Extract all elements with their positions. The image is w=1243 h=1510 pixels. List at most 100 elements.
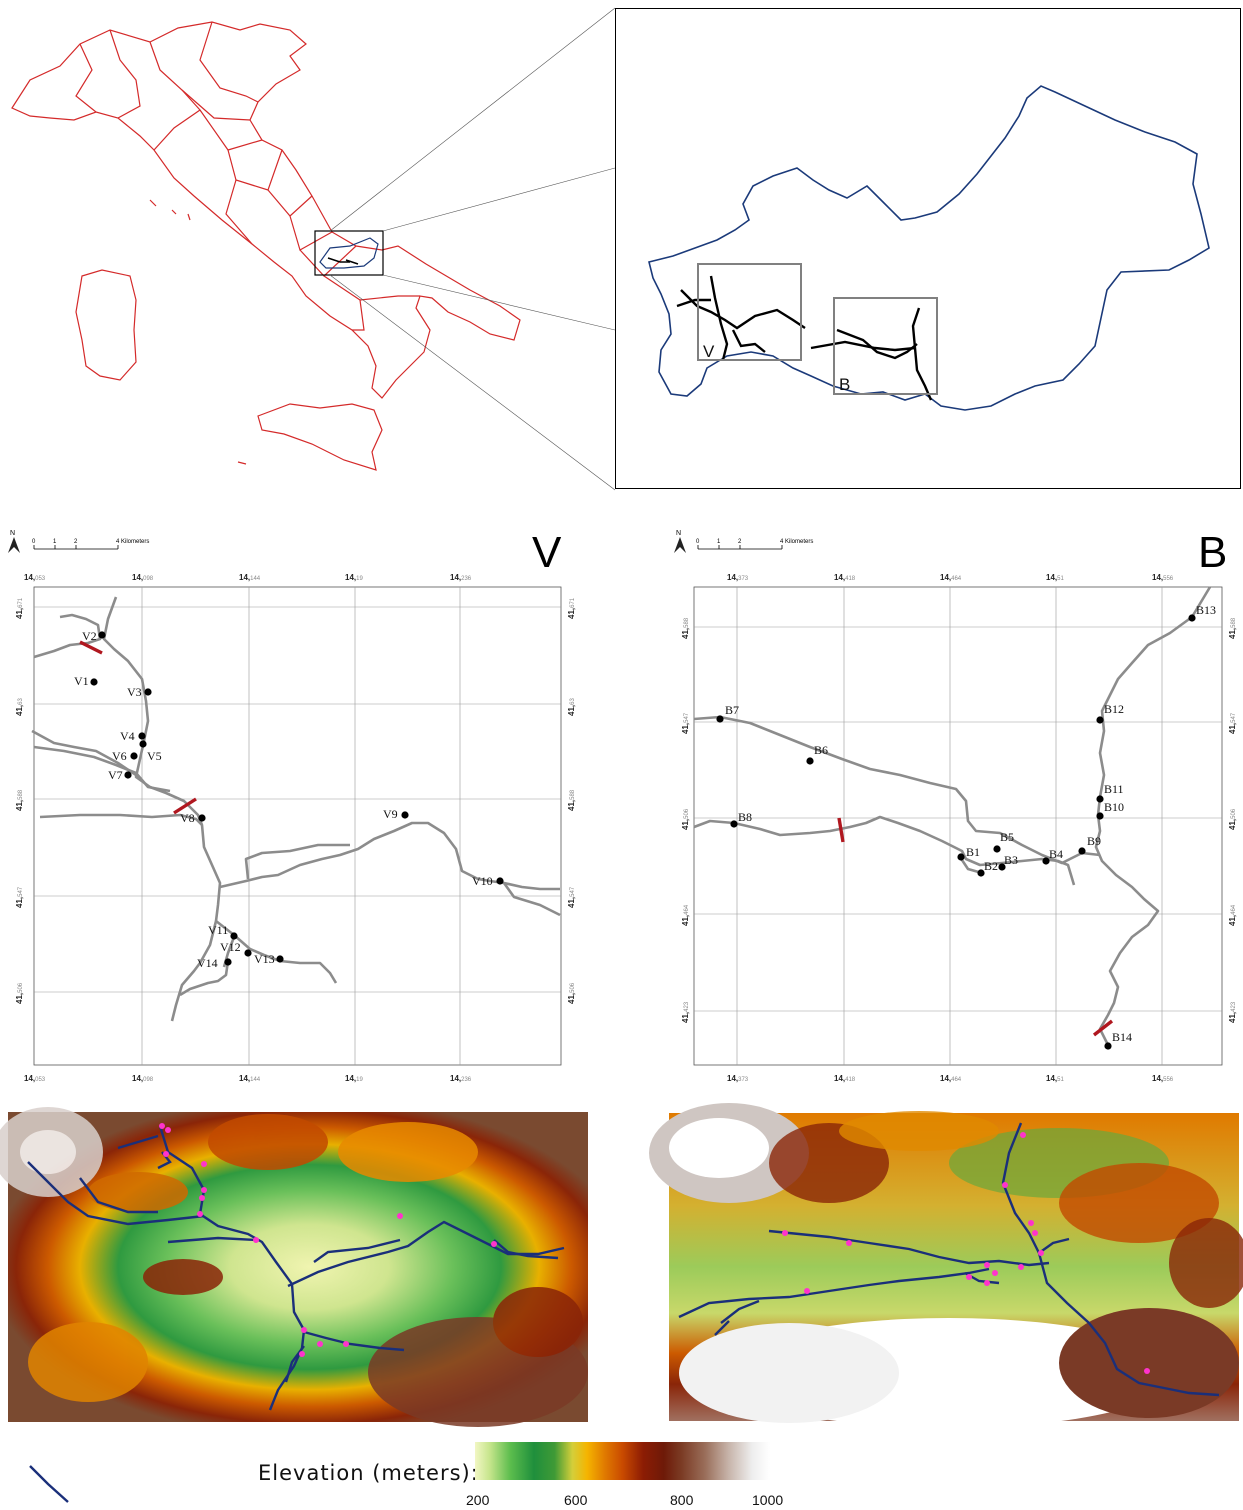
panel-b-svg: N 0 1 2 4 Kilometers 14,373 14,418 14,464 1… xyxy=(674,528,1237,1083)
italy-mainland xyxy=(11,21,521,399)
y-tick-label: 41,671 xyxy=(15,597,24,619)
sampling-point-label: B11 xyxy=(1104,782,1124,796)
sampling-point-label: B14 xyxy=(1112,1030,1132,1044)
svg-text:4 Kilometers: 4 Kilometers xyxy=(116,539,149,545)
sampling-point-label: B6 xyxy=(814,743,828,757)
sampling-point-label: V8 xyxy=(180,811,195,825)
sampling-point xyxy=(998,863,1006,871)
sampling-point xyxy=(1042,857,1050,865)
svg-text:2: 2 xyxy=(738,539,742,545)
svg-text:2: 2 xyxy=(74,539,78,545)
y-tick-label: 41,671 xyxy=(567,597,576,619)
italy-overview-map xyxy=(0,0,616,491)
sampling-point xyxy=(224,958,232,966)
x-tick-label: 14,418 xyxy=(834,573,856,582)
svg-text:1: 1 xyxy=(717,539,721,545)
study-region-small xyxy=(319,237,379,269)
x-tick-label: 14,144 xyxy=(239,1074,261,1083)
y-tick-label: 41,588 xyxy=(15,789,24,811)
svg-text:0: 0 xyxy=(32,539,36,545)
y-tick-label: 41,423 xyxy=(1228,1001,1237,1023)
panel-v-map: N 0 1 2 4 Kilometers 14,053 14,098 14,144 1… xyxy=(0,525,600,1085)
x-tick-label: 14,144 xyxy=(239,573,261,582)
legend-title: Elevation (meters): xyxy=(258,1461,479,1485)
elevation-colorbar xyxy=(475,1442,770,1480)
dem-map-v xyxy=(0,1107,588,1503)
x-tick-label: 14,418 xyxy=(834,1074,856,1083)
legend-tick-1000: 1000 xyxy=(752,1492,784,1508)
sampling-point-label: V13 xyxy=(254,952,275,966)
sampling-point-label: B7 xyxy=(725,703,739,717)
sampling-point xyxy=(716,715,724,723)
sampling-point xyxy=(230,932,238,940)
sampling-point xyxy=(1188,614,1196,622)
sampling-point xyxy=(244,949,252,957)
sampling-point xyxy=(957,853,965,861)
x-tick-label: 14,19 xyxy=(345,1074,363,1083)
x-tick-label: 14,51 xyxy=(1046,573,1064,582)
y-tick-label: 41,547 xyxy=(1228,712,1237,734)
x-tick-label: 14,053 xyxy=(24,1074,46,1083)
legend-tick-600: 600 xyxy=(564,1492,588,1508)
sampling-point xyxy=(1078,847,1086,855)
x-tick-label: 14,556 xyxy=(1152,573,1174,582)
x-tick-label: 14,236 xyxy=(450,573,472,582)
y-tick-label: 41,506 xyxy=(1228,808,1237,830)
y-tick-label: 41,506 xyxy=(15,982,24,1004)
sampling-point xyxy=(130,752,138,760)
x-tick-label: 14,053 xyxy=(24,573,46,582)
y-tick-label: 41,547 xyxy=(681,712,690,734)
italy-outline-svg xyxy=(11,7,616,491)
sampling-point-label: V1 xyxy=(74,674,89,688)
dem-v-svg xyxy=(0,1107,588,1503)
dem-b-svg xyxy=(649,1103,1243,1428)
panel-b-letter: B xyxy=(1198,528,1227,577)
study-region-map: V B xyxy=(615,8,1241,489)
sampling-point-label: V4 xyxy=(120,729,135,743)
study-area-box xyxy=(314,230,384,276)
inset-box-v xyxy=(697,263,802,361)
x-tick-label: 14,51 xyxy=(1046,1074,1064,1083)
y-tick-label: 41,506 xyxy=(681,808,690,830)
study-region-svg: V B xyxy=(615,8,1241,489)
sampling-point xyxy=(124,771,132,779)
sampling-point-label: B10 xyxy=(1104,800,1124,814)
sampling-point xyxy=(993,845,1001,853)
inset-label-v: V xyxy=(703,342,715,361)
sampling-point-label: B3 xyxy=(1004,853,1018,867)
legend-tick-200: 200 xyxy=(466,1492,490,1508)
x-tick-label: 14,19 xyxy=(345,573,363,582)
inset-box-b xyxy=(833,297,938,395)
sampling-point xyxy=(401,811,409,819)
sampling-point-label: B13 xyxy=(1196,603,1216,617)
sampling-point-label: V12 xyxy=(220,940,241,954)
sampling-point xyxy=(139,740,147,748)
scale-bar xyxy=(697,545,783,550)
sicily xyxy=(257,403,383,471)
y-tick-label: 41,588 xyxy=(1228,617,1237,639)
y-tick-label: 41,547 xyxy=(567,886,576,908)
x-tick-label: 14,464 xyxy=(940,1074,962,1083)
sampling-point-label: V3 xyxy=(127,685,142,699)
sampling-point xyxy=(138,732,146,740)
y-tick-label: 41,63 xyxy=(15,698,24,716)
x-tick-label: 14,373 xyxy=(727,573,749,582)
sampling-point-label: B12 xyxy=(1104,702,1124,716)
y-tick-label: 41,588 xyxy=(567,789,576,811)
sampling-point-label: V10 xyxy=(472,874,493,888)
north-label: N xyxy=(676,530,681,537)
sampling-point-label: B8 xyxy=(738,810,752,824)
svg-text:0: 0 xyxy=(696,539,700,545)
panel-v-svg: N 0 1 2 4 Kilometers 14,053 14,098 14,144 1… xyxy=(8,528,576,1083)
sampling-point xyxy=(1104,1042,1112,1050)
sampling-point-label: V2 xyxy=(82,629,97,643)
sardinia xyxy=(75,269,137,381)
sampling-point xyxy=(1096,795,1104,803)
sampling-point xyxy=(144,688,152,696)
sampling-point xyxy=(977,869,985,877)
sampling-point xyxy=(1096,716,1104,724)
sampling-point-label: V6 xyxy=(112,749,127,763)
legend-tick-800: 800 xyxy=(670,1492,694,1508)
y-tick-label: 41,423 xyxy=(681,1001,690,1023)
y-tick-label: 41,464 xyxy=(1228,904,1237,926)
